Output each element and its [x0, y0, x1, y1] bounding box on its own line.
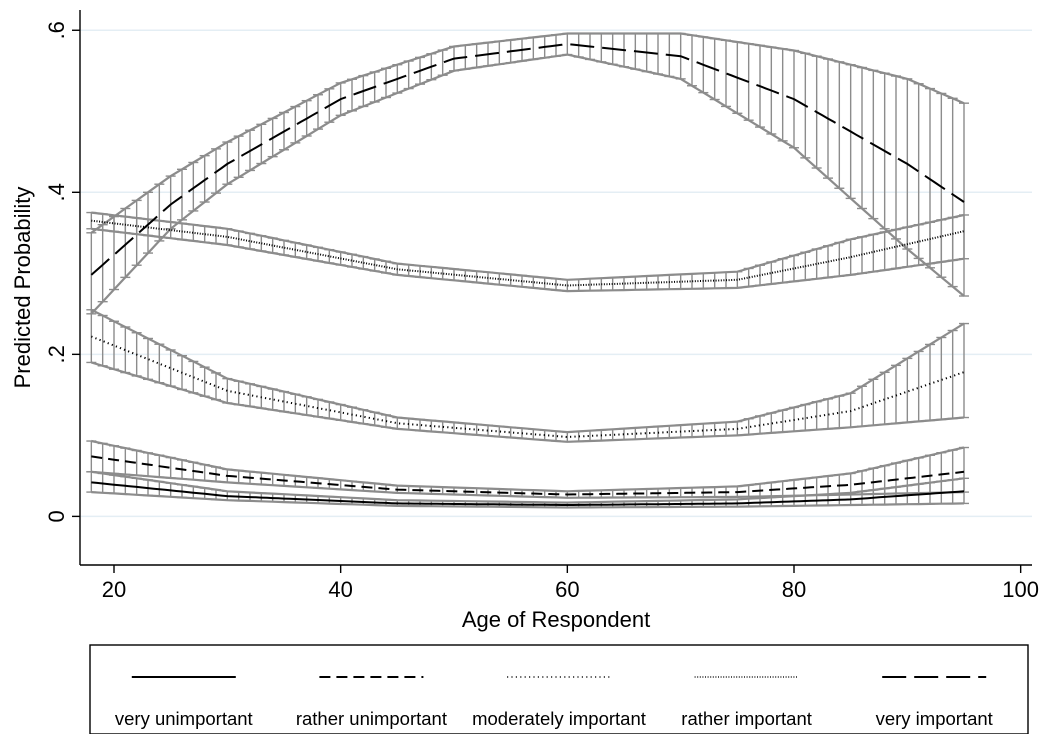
- ci-band-very-important: [86, 32, 969, 315]
- ci-lower-edge: [90, 53, 965, 315]
- series-line-moderately-important: [90, 335, 965, 439]
- x-tick-label: 60: [555, 577, 579, 602]
- ci-upper-edge: [90, 308, 965, 434]
- ci-upper-edge: [90, 32, 965, 234]
- series-line-rather-unimportant: [91, 455, 965, 496]
- ci-lower-edge: [91, 470, 965, 499]
- legend-label-very-unimportant: very unimportant: [115, 708, 253, 729]
- x-tick-label: 20: [102, 577, 126, 602]
- legend-label-rather-important: rather important: [681, 708, 812, 729]
- ci-upper-edge: [91, 439, 965, 493]
- grid-layer: [80, 29, 1032, 518]
- ci-band-rather-unimportant: [86, 439, 969, 499]
- legend-label-very-important: very important: [876, 708, 993, 729]
- y-axis-title: Predicted Probability: [10, 187, 35, 389]
- ci-band-layer: [86, 32, 969, 509]
- legend-label-rather-unimportant: rather unimportant: [296, 708, 447, 729]
- ci-lower-edge: [91, 227, 965, 293]
- y-tick-label: .6: [44, 21, 69, 39]
- y-tick-label: 0: [44, 510, 69, 522]
- series-line-layer: [90, 42, 965, 506]
- ci-band-moderately-important: [86, 308, 969, 443]
- ci-lower-edge: [90, 361, 965, 443]
- x-tick-label: 100: [1002, 577, 1039, 602]
- axis-layer: [79, 10, 1032, 566]
- series-line-rather-important: [91, 219, 965, 287]
- y-tick-label: .4: [44, 183, 69, 201]
- series-line-very-important: [90, 42, 965, 276]
- legend-label-moderately-important: moderately important: [472, 708, 646, 729]
- ci-band-rather-important: [86, 211, 969, 293]
- tick-layer: 0 .2 .4 .6 20 40 60 80 100: [44, 21, 1039, 602]
- x-tick-label: 80: [782, 577, 806, 602]
- x-axis-title: Age of Respondent: [462, 607, 650, 632]
- ci-lower-edge: [91, 491, 965, 509]
- x-tick-label: 40: [328, 577, 352, 602]
- series-line-very-unimportant: [91, 481, 965, 506]
- legend: very unimportant rather unimportant modera…: [89, 644, 1029, 735]
- y-tick-label: .2: [44, 345, 69, 363]
- ci-upper-edge: [91, 211, 965, 281]
